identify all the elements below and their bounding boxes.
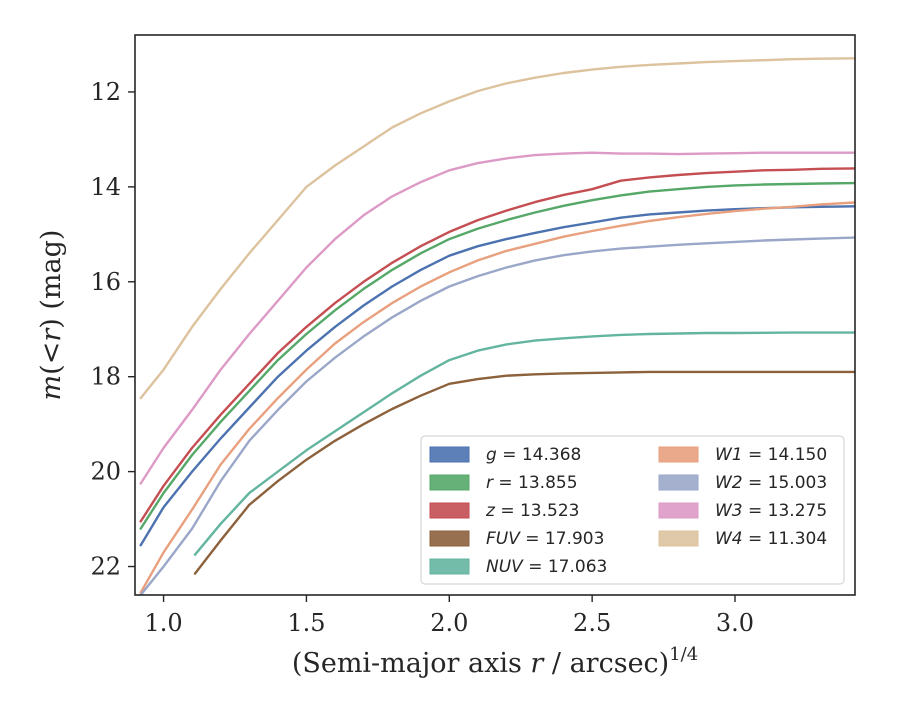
y-tick-label: 12 [90, 78, 121, 106]
legend-label: g = 14.368 [486, 445, 581, 465]
legend-label: NUV = 17.063 [486, 557, 607, 577]
legend-item-w4: W4 = 11.304 [658, 529, 827, 549]
legend-item-w3: W3 = 13.275 [658, 501, 827, 521]
plot-frame [134, 34, 856, 596]
ticks-layer: 1.0 1.5 2.0 2.5 3.0 12 14 16 18 20 22 [90, 78, 754, 637]
legend-item-z: z = 13.523 [429, 501, 579, 521]
legend-label: FUV = 17.903 [486, 529, 604, 549]
legend-swatch [658, 502, 699, 519]
series-line-g [139, 205, 855, 547]
legend-label: W3 = 13.275 [715, 501, 827, 521]
legend-swatch [658, 530, 699, 547]
legend-swatch [429, 530, 470, 547]
series-line-w1 [139, 201, 855, 594]
legend-item-nuv: NUV = 17.063 [429, 557, 607, 577]
legend: g = 14.368 r = 13.855 z = 13.523 FUV = 17.9… [420, 435, 845, 585]
legend-label: z = 13.523 [485, 501, 579, 521]
x-axis-label: (Semi-major axis r / arcsec)1/4 [292, 644, 698, 679]
x-tick-label: 2.0 [430, 609, 468, 637]
legend-item-w1: W1 = 14.150 [658, 445, 827, 465]
series-line-nuv [193, 331, 855, 556]
legend-swatch [429, 558, 470, 575]
y-axis-label: m(<r) (mag) [36, 230, 67, 401]
legend-item-fuv: FUV = 17.903 [429, 529, 604, 549]
y-tick-label: 18 [90, 363, 121, 391]
series-line-w2 [139, 236, 855, 595]
series-line-w4 [139, 57, 855, 400]
legend-label: W1 = 14.150 [715, 445, 827, 465]
legend-item-r: r = 13.855 [429, 473, 578, 493]
legend-label: W4 = 11.304 [715, 529, 827, 549]
legend-box [420, 435, 845, 585]
series-line-z [139, 167, 855, 523]
y-tick-label: 14 [90, 173, 121, 201]
x-tick-label: 2.5 [573, 609, 611, 637]
legend-swatch [429, 446, 470, 463]
y-tick-label: 22 [90, 553, 121, 581]
legend-label: r = 13.855 [486, 473, 578, 493]
x-tick-label: 1.0 [144, 609, 182, 637]
y-tick-label: 16 [90, 268, 121, 296]
series-line-fuv [193, 370, 855, 575]
legend-item-g: g = 14.368 [429, 445, 581, 465]
series-line-w3 [139, 151, 855, 485]
x-tick-label: 3.0 [716, 609, 754, 637]
legend-swatch [658, 474, 699, 491]
legend-swatch [658, 446, 699, 463]
series-line-r [139, 181, 855, 530]
x-tick-label: 1.5 [287, 609, 325, 637]
legend-swatch [429, 502, 470, 519]
legend-label: W2 = 15.003 [715, 473, 827, 493]
series-layer [139, 57, 855, 595]
legend-item-w2: W2 = 15.003 [658, 473, 827, 493]
legend-swatch [429, 474, 470, 491]
y-tick-label: 20 [90, 458, 121, 486]
